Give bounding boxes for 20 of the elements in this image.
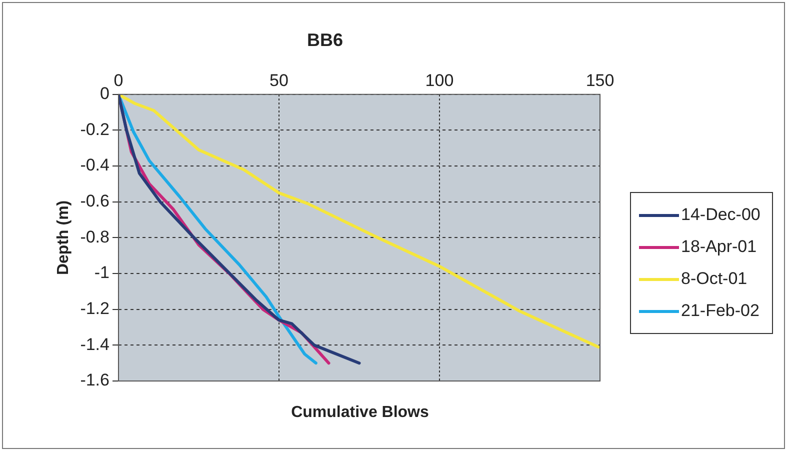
- legend-label: 18-Apr-01: [681, 236, 757, 258]
- legend-label: 8-Oct-01: [681, 268, 748, 290]
- x-tick-label: 150: [586, 70, 614, 90]
- y-tick-label: -0.8: [80, 227, 110, 246]
- y-tick-label: -1.6: [80, 370, 110, 390]
- x-axis-title: Cumulative Blows: [290, 404, 430, 422]
- y-axis-title: Depth (m): [55, 200, 72, 276]
- y-tick-label: -0.6: [80, 192, 110, 211]
- y-tick-label: -0.4: [80, 156, 110, 175]
- legend-label: 21-Feb-02: [681, 300, 760, 322]
- x-tick-label: 100: [425, 70, 454, 90]
- y-tick-label: 0: [100, 84, 110, 104]
- y-tick-label: -1.2: [80, 299, 110, 318]
- x-tick-label: 0: [114, 70, 124, 90]
- y-tick-label: -0.2: [80, 120, 110, 139]
- x-tick-label: 50: [270, 70, 288, 90]
- y-tick-label: -1: [94, 263, 110, 282]
- legend-label: 14-Dec-00: [681, 204, 760, 226]
- y-tick-label: -1.4: [80, 334, 110, 354]
- chart-title: BB6: [306, 30, 344, 51]
